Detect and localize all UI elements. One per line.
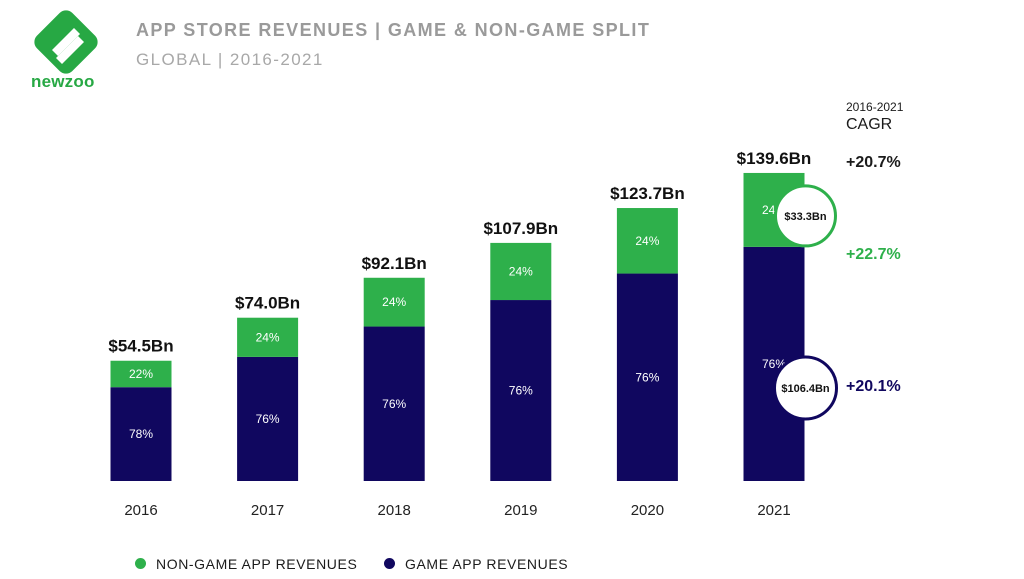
total-label-2020: $123.7Bn: [610, 184, 685, 203]
bar-game-2016: [110, 387, 172, 481]
cagr-game: +20.1%: [846, 378, 901, 395]
cagr-total: +20.7%: [846, 154, 901, 171]
cagr-period: 2016-2021: [846, 100, 904, 114]
data-label-game-2021: 76%: [762, 357, 786, 371]
x-tick-2021: 2021: [757, 502, 790, 519]
data-label-non-game-2020: 24%: [635, 234, 659, 248]
data-label-game-2020: 76%: [635, 370, 659, 384]
cagr-label: CAGR: [846, 116, 893, 133]
callout-non-game-value: $33.3Bn: [784, 211, 826, 223]
total-label-2021: $139.6Bn: [737, 149, 812, 168]
total-label-2018: $92.1Bn: [362, 254, 427, 273]
legend-non-game: NON-GAME APP REVENUES: [135, 556, 357, 572]
newzoo-logo: [34, 10, 98, 74]
x-tick-2020: 2020: [631, 502, 664, 519]
callout-circle-non-game: [774, 184, 837, 248]
x-tick-2017: 2017: [251, 502, 284, 519]
legend-non-game-label: NON-GAME APP REVENUES: [156, 556, 358, 572]
total-label-2017: $74.0Bn: [235, 294, 300, 313]
bar-non-game-2020: [616, 208, 678, 274]
brand-name: newzoo: [31, 72, 95, 91]
chart-title: APP STORE REVENUES | GAME & NON-GAME SPL…: [136, 20, 651, 40]
chart-subtitle: GLOBAL | 2016-2021: [136, 50, 324, 69]
x-tick-2018: 2018: [378, 502, 411, 519]
cagr-header: 2016-2021 CAGR: [846, 100, 903, 134]
legend-game: GAME APP REVENUES: [384, 556, 568, 572]
data-label-non-game-2016: 22%: [129, 367, 153, 381]
data-label-game-2016: 78%: [129, 427, 153, 441]
data-label-game-2018: 76%: [382, 397, 406, 411]
bar-game-2018: [363, 326, 425, 481]
data-label-non-game-2019: 24%: [509, 264, 533, 278]
bar-non-game-2019: [490, 242, 552, 301]
x-tick-2019: 2019: [504, 502, 537, 519]
total-label-2016: $54.5Bn: [108, 337, 173, 356]
data-label-game-2019: 76%: [509, 384, 533, 398]
x-tick-2016: 2016: [124, 502, 157, 519]
bar-game-2020: [616, 273, 678, 481]
data-label-non-game-2018: 24%: [382, 295, 406, 309]
bar-non-game-2016: [110, 360, 172, 388]
callout-game-value: $106.4Bn: [781, 383, 830, 395]
total-label-2019: $107.9Bn: [483, 219, 558, 238]
legend-game-swatch: [384, 558, 395, 570]
cagr-non-game: +22.7%: [846, 246, 901, 263]
legend-non-game-swatch: [135, 558, 146, 570]
bar-game-2017: [237, 356, 299, 481]
data-label-game-2017: 76%: [256, 412, 280, 426]
bar-non-game-2018: [363, 277, 425, 327]
data-label-non-game-2017: 24%: [256, 330, 280, 344]
bar-game-2019: [490, 300, 552, 481]
legend-game-label: GAME APP REVENUES: [405, 556, 569, 572]
bar-non-game-2017: [237, 317, 299, 357]
callout-circle-game: [773, 355, 838, 421]
